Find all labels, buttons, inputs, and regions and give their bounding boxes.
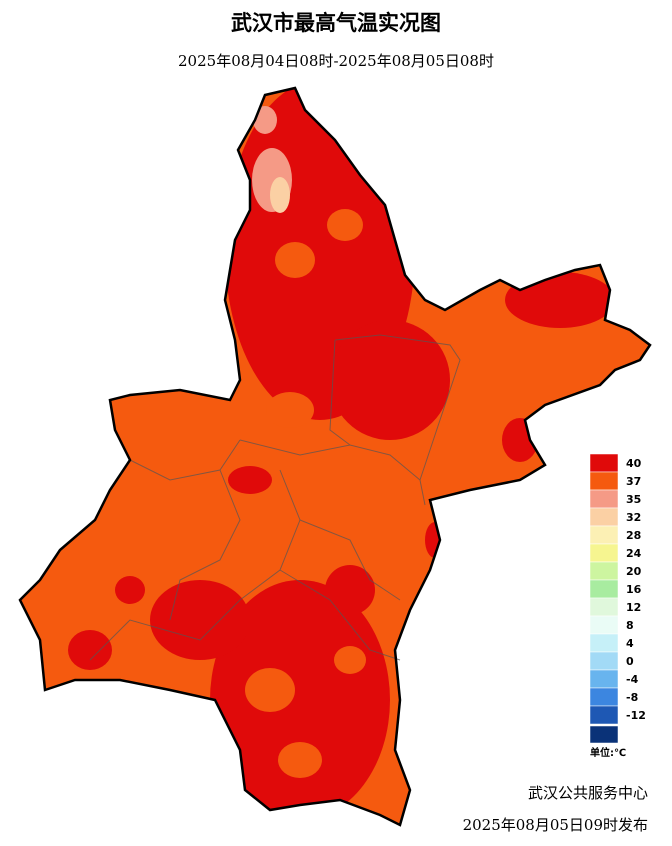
field-35 xyxy=(253,106,277,134)
legend-label: 4 xyxy=(626,637,634,650)
legend-label: 8 xyxy=(626,619,634,632)
legend-swatch xyxy=(589,507,619,527)
legend-swatch xyxy=(589,669,619,689)
district-boundaries xyxy=(89,334,461,661)
publisher: 武汉公共服务中心 xyxy=(528,784,648,802)
legend-swatch xyxy=(589,543,619,563)
legend-swatch xyxy=(589,615,619,635)
legend-label: 16 xyxy=(626,583,642,596)
legend-label: 40 xyxy=(626,457,642,470)
legend-label: 37 xyxy=(626,475,641,488)
legend-label: 32 xyxy=(626,511,641,524)
legend-label: 28 xyxy=(626,529,641,542)
legend-swatch xyxy=(589,687,619,707)
legend-swatch xyxy=(589,633,619,653)
legend-swatch xyxy=(589,471,619,491)
legend-swatch xyxy=(589,453,619,473)
legend-swatch xyxy=(589,561,619,581)
field-32 xyxy=(270,177,290,213)
subtitle: 2025年08月04日08时-2025年08月05日08时 xyxy=(178,52,494,70)
legend-swatch xyxy=(589,579,619,599)
legend-label: 12 xyxy=(626,601,641,614)
legend-label: 35 xyxy=(626,493,641,506)
legend-swatch xyxy=(589,725,619,744)
legend-swatch xyxy=(589,525,619,545)
legend-label: 0 xyxy=(626,655,634,668)
legend-label: 24 xyxy=(626,547,642,560)
temperature-field xyxy=(20,88,650,825)
legend-swatch xyxy=(589,705,619,725)
city-border xyxy=(18,86,652,827)
legend-swatch xyxy=(589,597,619,617)
legend-label: -8 xyxy=(626,691,638,704)
legend-label: -12 xyxy=(626,709,646,722)
legend-unit: 单位:℃ xyxy=(590,746,626,759)
title: 武汉市最高气温实况图 xyxy=(231,11,441,35)
legend-label: 20 xyxy=(626,565,642,578)
field-37-patches xyxy=(245,209,366,778)
legend-swatch xyxy=(589,489,619,509)
legend-swatch xyxy=(589,651,619,671)
legend-label: -4 xyxy=(626,673,639,686)
release-time: 2025年08月05日09时发布 xyxy=(463,816,648,834)
